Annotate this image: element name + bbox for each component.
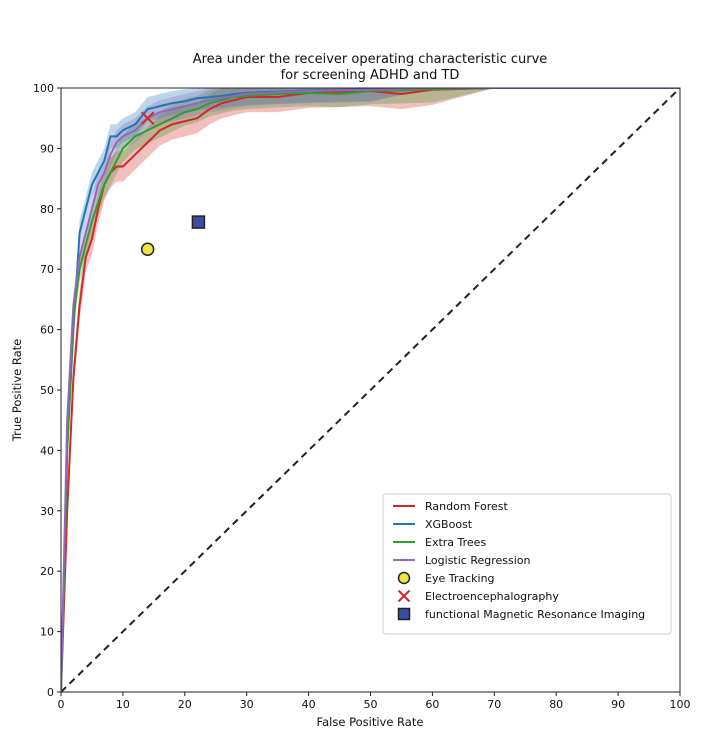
plot-area: [61, 88, 680, 692]
series-line-random-forest: [61, 88, 680, 692]
legend-label: Random Forest: [425, 500, 508, 513]
y-tick-label: 60: [40, 324, 54, 337]
series-line-logistic-regression: [61, 88, 680, 692]
legend-marker: [397, 589, 411, 603]
y-tick-label: 0: [47, 686, 54, 699]
legend-label: Electroencephalography: [425, 590, 559, 603]
legend-box: [382, 493, 672, 635]
y-tick-label: 80: [40, 203, 54, 216]
x-tick-label: 70: [487, 698, 501, 711]
legend-marker: [397, 607, 411, 621]
x-tick-label: 50: [364, 698, 378, 711]
axes: 0 10 20 30 40 50 60 70 80 90 100 0 10 20 30 40 50 60 70 80 9…: [33, 82, 691, 711]
legend-label: Eye Tracking: [425, 572, 495, 585]
x-tick-label: 40: [302, 698, 316, 711]
chart-title-line-1: Area under the receiver operating charac…: [193, 52, 548, 67]
chance-diagonal-line: [61, 88, 680, 692]
legend-marker: [397, 571, 411, 585]
y-tick-label: 50: [40, 384, 54, 397]
y-tick-label: 70: [40, 263, 54, 276]
y-tick-label: 100: [33, 82, 54, 95]
x-tick-label: 10: [116, 698, 130, 711]
marker-functional-magnetic-resonance-imaging: [191, 215, 206, 229]
x-tick-label: 60: [425, 698, 439, 711]
x-axis-label: False Positive Rate: [317, 715, 424, 729]
chart-title-line-2: for screening ADHD and TD: [281, 68, 460, 83]
plot-content: [61, 88, 680, 692]
legend-label: XGBoost: [425, 518, 473, 531]
y-tick-label: 30: [40, 505, 54, 518]
y-tick-label: 40: [40, 444, 54, 457]
x-tick-label: 30: [240, 698, 254, 711]
x-tick-label: 0: [58, 698, 65, 711]
legend: Random Forest XGBoost Extra Trees Logistic …: [382, 493, 672, 635]
x-tick-label: 80: [549, 698, 563, 711]
y-tick-label: 90: [40, 142, 54, 155]
y-tick-label: 20: [40, 565, 54, 578]
legend-label: Logistic Regression: [425, 554, 531, 567]
x-tick-label: 90: [611, 698, 625, 711]
legend-label: functional Magnetic Resonance Imaging: [425, 608, 645, 621]
series-line-extra-trees: [61, 88, 680, 692]
x-tick-label: 20: [178, 698, 192, 711]
marker-electroencephalography: [140, 111, 155, 125]
y-tick-label: 10: [40, 626, 54, 639]
marker-eye-tracking: [140, 242, 155, 257]
y-axis-label: True Positive Rate: [10, 339, 24, 442]
x-tick-label: 100: [670, 698, 691, 711]
legend-label: Extra Trees: [425, 536, 486, 549]
